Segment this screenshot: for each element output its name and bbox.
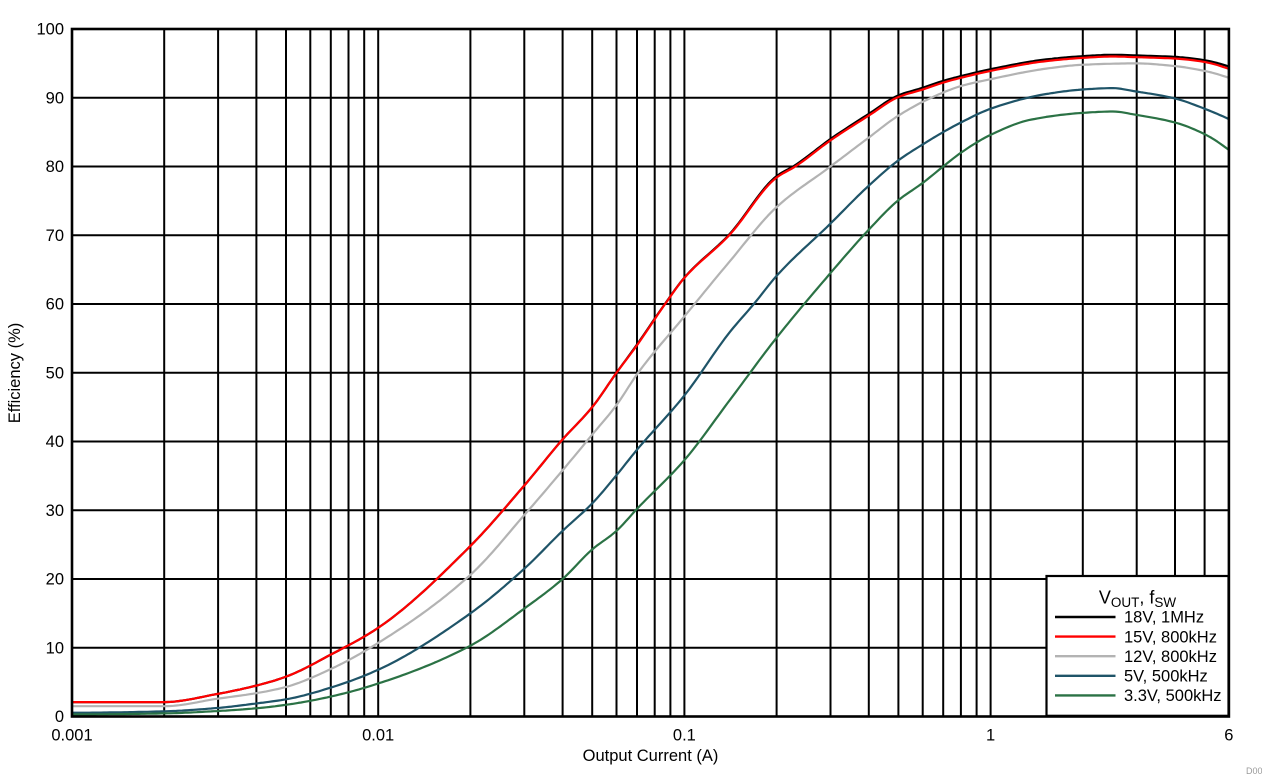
svg-text:0.001: 0.001: [51, 727, 92, 745]
svg-text:1: 1: [986, 727, 995, 745]
svg-text:30: 30: [46, 502, 64, 520]
svg-text:5V, 500kHz: 5V, 500kHz: [1124, 668, 1208, 686]
svg-text:6: 6: [1224, 727, 1233, 745]
svg-text:0: 0: [55, 708, 64, 726]
svg-text:Output Current (A): Output Current (A): [583, 747, 719, 765]
svg-text:80: 80: [46, 158, 64, 176]
svg-text:20: 20: [46, 571, 64, 589]
svg-text:15V, 800kHz: 15V, 800kHz: [1124, 628, 1217, 646]
svg-text:0.1: 0.1: [673, 727, 696, 745]
svg-text:D001: D001: [1246, 766, 1262, 776]
svg-text:18V, 1MHz: 18V, 1MHz: [1124, 609, 1204, 627]
svg-text:60: 60: [46, 296, 64, 314]
svg-text:100: 100: [36, 21, 64, 39]
svg-text:12V, 800kHz: 12V, 800kHz: [1124, 648, 1217, 666]
svg-text:3.3V, 500kHz: 3.3V, 500kHz: [1124, 687, 1222, 705]
svg-text:40: 40: [46, 433, 64, 451]
svg-text:50: 50: [46, 364, 64, 382]
svg-text:90: 90: [46, 90, 64, 108]
svg-text:10: 10: [46, 640, 64, 658]
svg-text:Efficiency (%): Efficiency (%): [6, 323, 24, 424]
svg-text:70: 70: [46, 227, 64, 245]
svg-text:0.01: 0.01: [362, 727, 394, 745]
